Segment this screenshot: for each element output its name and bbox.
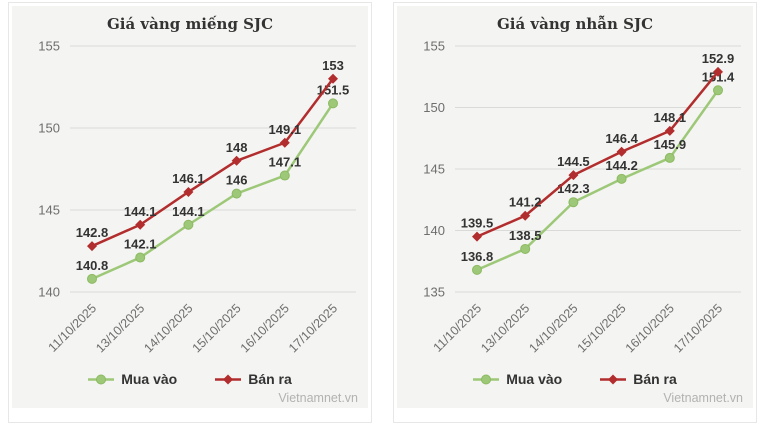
watermark: Vietnamnet.vn [663, 391, 743, 405]
svg-text:148.1: 148.1 [654, 110, 687, 125]
svg-text:140: 140 [38, 285, 60, 300]
svg-text:146: 146 [226, 173, 248, 188]
chart-title: Giá vàng miếng SJC [106, 15, 274, 33]
legend: Mua vào Bán ra [397, 368, 753, 390]
legend: Mua vào Bán ra [12, 368, 368, 390]
svg-text:11/10/2025: 11/10/2025 [431, 301, 485, 355]
svg-text:144.2: 144.2 [605, 158, 638, 173]
svg-text:135: 135 [423, 285, 445, 300]
svg-text:142.8: 142.8 [76, 225, 109, 240]
watermark: Vietnamnet.vn [278, 391, 358, 405]
svg-text:14/10/2025: 14/10/2025 [141, 301, 195, 355]
legend-item-buy: Mua vào [473, 371, 562, 387]
svg-text:17/10/2025: 17/10/2025 [286, 301, 340, 355]
svg-text:13/10/2025: 13/10/2025 [93, 301, 147, 355]
svg-text:151.5: 151.5 [317, 82, 350, 97]
svg-text:15/10/2025: 15/10/2025 [575, 301, 629, 355]
svg-text:15/10/2025: 15/10/2025 [190, 301, 244, 355]
svg-text:13/10/2025: 13/10/2025 [478, 301, 532, 355]
svg-text:148: 148 [226, 140, 248, 155]
svg-text:155: 155 [38, 39, 60, 54]
svg-text:144.5: 144.5 [557, 154, 590, 169]
svg-text:142.3: 142.3 [557, 181, 590, 196]
svg-text:155: 155 [423, 39, 445, 54]
svg-text:138.5: 138.5 [509, 228, 542, 243]
legend-item-sell: Bán ra [600, 371, 677, 387]
legend-item-sell: Bán ra [215, 371, 292, 387]
svg-text:142.1: 142.1 [124, 237, 157, 252]
svg-text:147.1: 147.1 [269, 155, 302, 170]
buy-series-icon [473, 374, 500, 384]
svg-text:140: 140 [423, 223, 445, 238]
svg-text:146.1: 146.1 [172, 171, 205, 186]
legend-label-sell: Bán ra [248, 371, 292, 387]
svg-text:145: 145 [423, 162, 445, 177]
svg-text:136.8: 136.8 [461, 249, 494, 264]
svg-text:153: 153 [322, 58, 344, 73]
chart-panel: Giá vàng miếng SJC 140 145 150 155 11/10/202… [12, 6, 368, 408]
chart-card-gold-ring: Giá vàng nhẫn SJC 135 140 145 150 155 11/10/2… [393, 2, 757, 423]
svg-text:139.5: 139.5 [461, 216, 494, 231]
sell-series-icon [215, 374, 242, 384]
svg-text:141.2: 141.2 [509, 195, 542, 210]
svg-text:149.1: 149.1 [269, 122, 302, 137]
svg-text:150: 150 [38, 121, 60, 136]
svg-text:146.4: 146.4 [605, 131, 638, 146]
chart-title: Giá vàng nhẫn SJC [496, 15, 654, 33]
svg-text:14/10/2025: 14/10/2025 [526, 301, 580, 355]
legend-label-buy: Mua vào [121, 371, 178, 387]
legend-label-sell: Bán ra [633, 371, 677, 387]
chart-panel: Giá vàng nhẫn SJC 135 140 145 150 155 11/10/2… [397, 6, 753, 408]
svg-text:145: 145 [38, 203, 60, 218]
chart-card-gold-bar: Giá vàng miếng SJC 140 145 150 155 11/10/202… [8, 2, 372, 423]
sell-series-icon [600, 374, 627, 384]
svg-text:11/10/2025: 11/10/2025 [46, 301, 100, 355]
svg-text:152.9: 152.9 [702, 51, 735, 66]
svg-text:16/10/2025: 16/10/2025 [238, 301, 292, 355]
legend-label-buy: Mua vào [506, 371, 563, 387]
svg-text:17/10/2025: 17/10/2025 [671, 301, 725, 355]
buy-series-icon [88, 374, 115, 384]
line-chart-gold-bar: 140 145 150 155 11/10/202513/10/202514/10/20… [38, 39, 356, 355]
svg-text:144.1: 144.1 [124, 204, 157, 219]
line-chart-gold-ring: 135 140 145 150 155 11/10/202513/10/202514/10… [423, 39, 741, 355]
svg-text:150: 150 [423, 100, 445, 115]
svg-text:16/10/2025: 16/10/2025 [623, 301, 677, 355]
svg-text:144.1: 144.1 [172, 204, 205, 219]
svg-text:140.8: 140.8 [76, 258, 109, 273]
legend-item-buy: Mua vào [88, 371, 177, 387]
svg-text:145.9: 145.9 [654, 137, 687, 152]
